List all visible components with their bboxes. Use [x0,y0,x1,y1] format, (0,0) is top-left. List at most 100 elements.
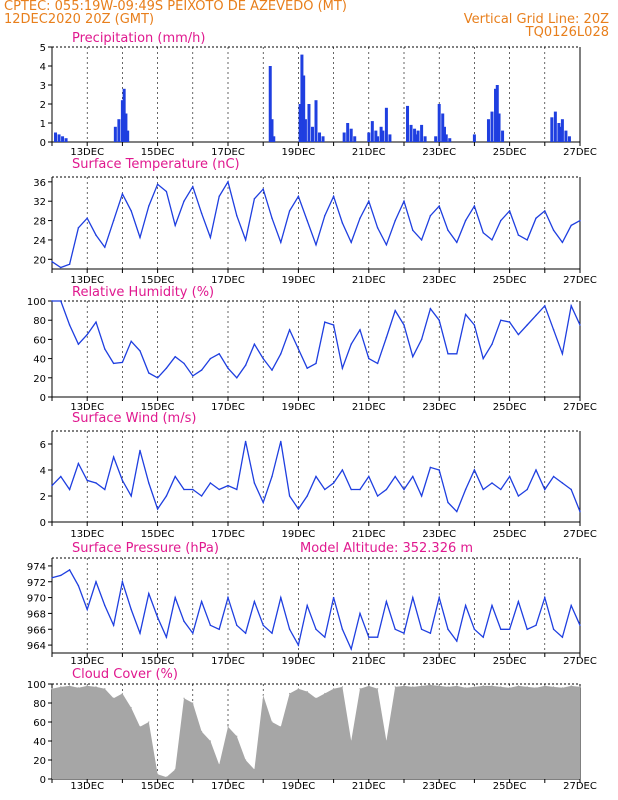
precip-bar [314,100,318,142]
precip-bar [434,136,438,142]
cloud-point [69,685,71,687]
series-point [60,266,62,269]
panel-5: 0 20 40 60 80 100 13DEC 15DEC 17DEC 19DEC 21DEC 23D… [27,667,597,792]
precip-bar [54,132,58,142]
precip-bar [370,121,374,142]
series-point [174,224,176,227]
cloud-point [447,686,449,688]
precip-bar [64,138,68,142]
series-point [324,636,326,638]
y-tick-label: 40 [33,355,46,366]
series-point [262,188,264,190]
x-tick-label: 13DEC [70,147,104,158]
x-tick-label: 17DEC [211,147,245,158]
series-point [244,239,247,241]
precip-bar [406,105,410,142]
cloud-point [245,759,247,761]
x-tick-label: 13DEC [70,656,104,667]
x-tick-label: 19DEC [282,781,316,792]
y-tick-label: 20 [33,255,46,266]
y-tick-label: 1 [40,119,46,130]
x-tick-label: 27DEC [563,147,597,158]
precip-bar [416,130,420,142]
series-point [500,488,502,491]
series-point [51,484,53,487]
series-point [104,348,106,350]
series-point [68,324,71,326]
precip-bar [472,134,476,142]
header-date: 12DEC2020 20Z (GMT) [4,12,155,27]
series-point [209,357,212,360]
y-tick-label: 964 [27,641,46,652]
cloud-point [253,768,255,771]
series-point [77,462,80,465]
precip-bar [374,130,378,142]
precip-bar [310,126,314,142]
cloud-point [51,688,53,690]
series-point [174,355,176,358]
precip-bar [379,126,383,142]
series-point [192,185,194,188]
series-point [500,219,502,222]
series-point [394,475,396,478]
series-point [552,628,555,630]
series-point [561,353,564,355]
y-tick-label: 5 [40,43,46,54]
series-point [517,234,520,236]
series-point [60,475,62,478]
cloud-point [579,686,581,688]
series-point [508,475,511,478]
cloud-point [482,685,484,687]
precip-bar [420,124,424,142]
cloud-point [377,688,379,690]
series-point [77,227,80,229]
cloud-point [491,685,493,687]
x-tick-label: 21DEC [352,529,386,540]
cloud-point [262,694,264,697]
series-point [561,482,564,484]
series-point [508,628,511,630]
series-point [68,263,71,265]
y-tick-label: 24 [33,236,46,247]
series-point [306,219,308,222]
x-tick-label: 17DEC [211,275,245,286]
cloud-point [113,697,115,699]
precip-bar [437,104,441,142]
cloud-point [86,685,88,687]
series-point [262,501,264,504]
series-point [236,488,238,491]
cloud-point [385,740,387,742]
series-point [394,219,396,222]
precip-bar [61,136,65,142]
cloud-point [570,685,572,687]
precip-bar [117,119,121,142]
series-point [156,183,159,185]
series-point [200,369,203,371]
series-point [570,604,572,607]
y-tick-label: 60 [33,335,46,346]
series-point [473,324,476,326]
x-tick-label: 19DEC [282,656,316,667]
series-point [412,596,414,599]
cloud-point [526,686,528,688]
series-point [236,215,238,217]
series-point [552,329,555,331]
y-tick-label: 60 [33,718,46,729]
cloud-point [517,685,520,687]
series-point [544,305,546,307]
x-tick-label: 19DEC [282,275,316,286]
series-point [86,608,88,611]
series-point [227,367,229,369]
series-point [491,343,493,345]
series-point [130,340,132,343]
series-point [526,324,528,326]
cloud-point [315,697,317,699]
series-point [112,624,115,626]
cloud-point [553,686,555,688]
precip-bar [303,119,307,142]
series-point [403,488,405,491]
series-point [51,577,53,579]
series-point [104,488,106,491]
cloud-point [429,684,431,686]
series-point [253,482,256,484]
